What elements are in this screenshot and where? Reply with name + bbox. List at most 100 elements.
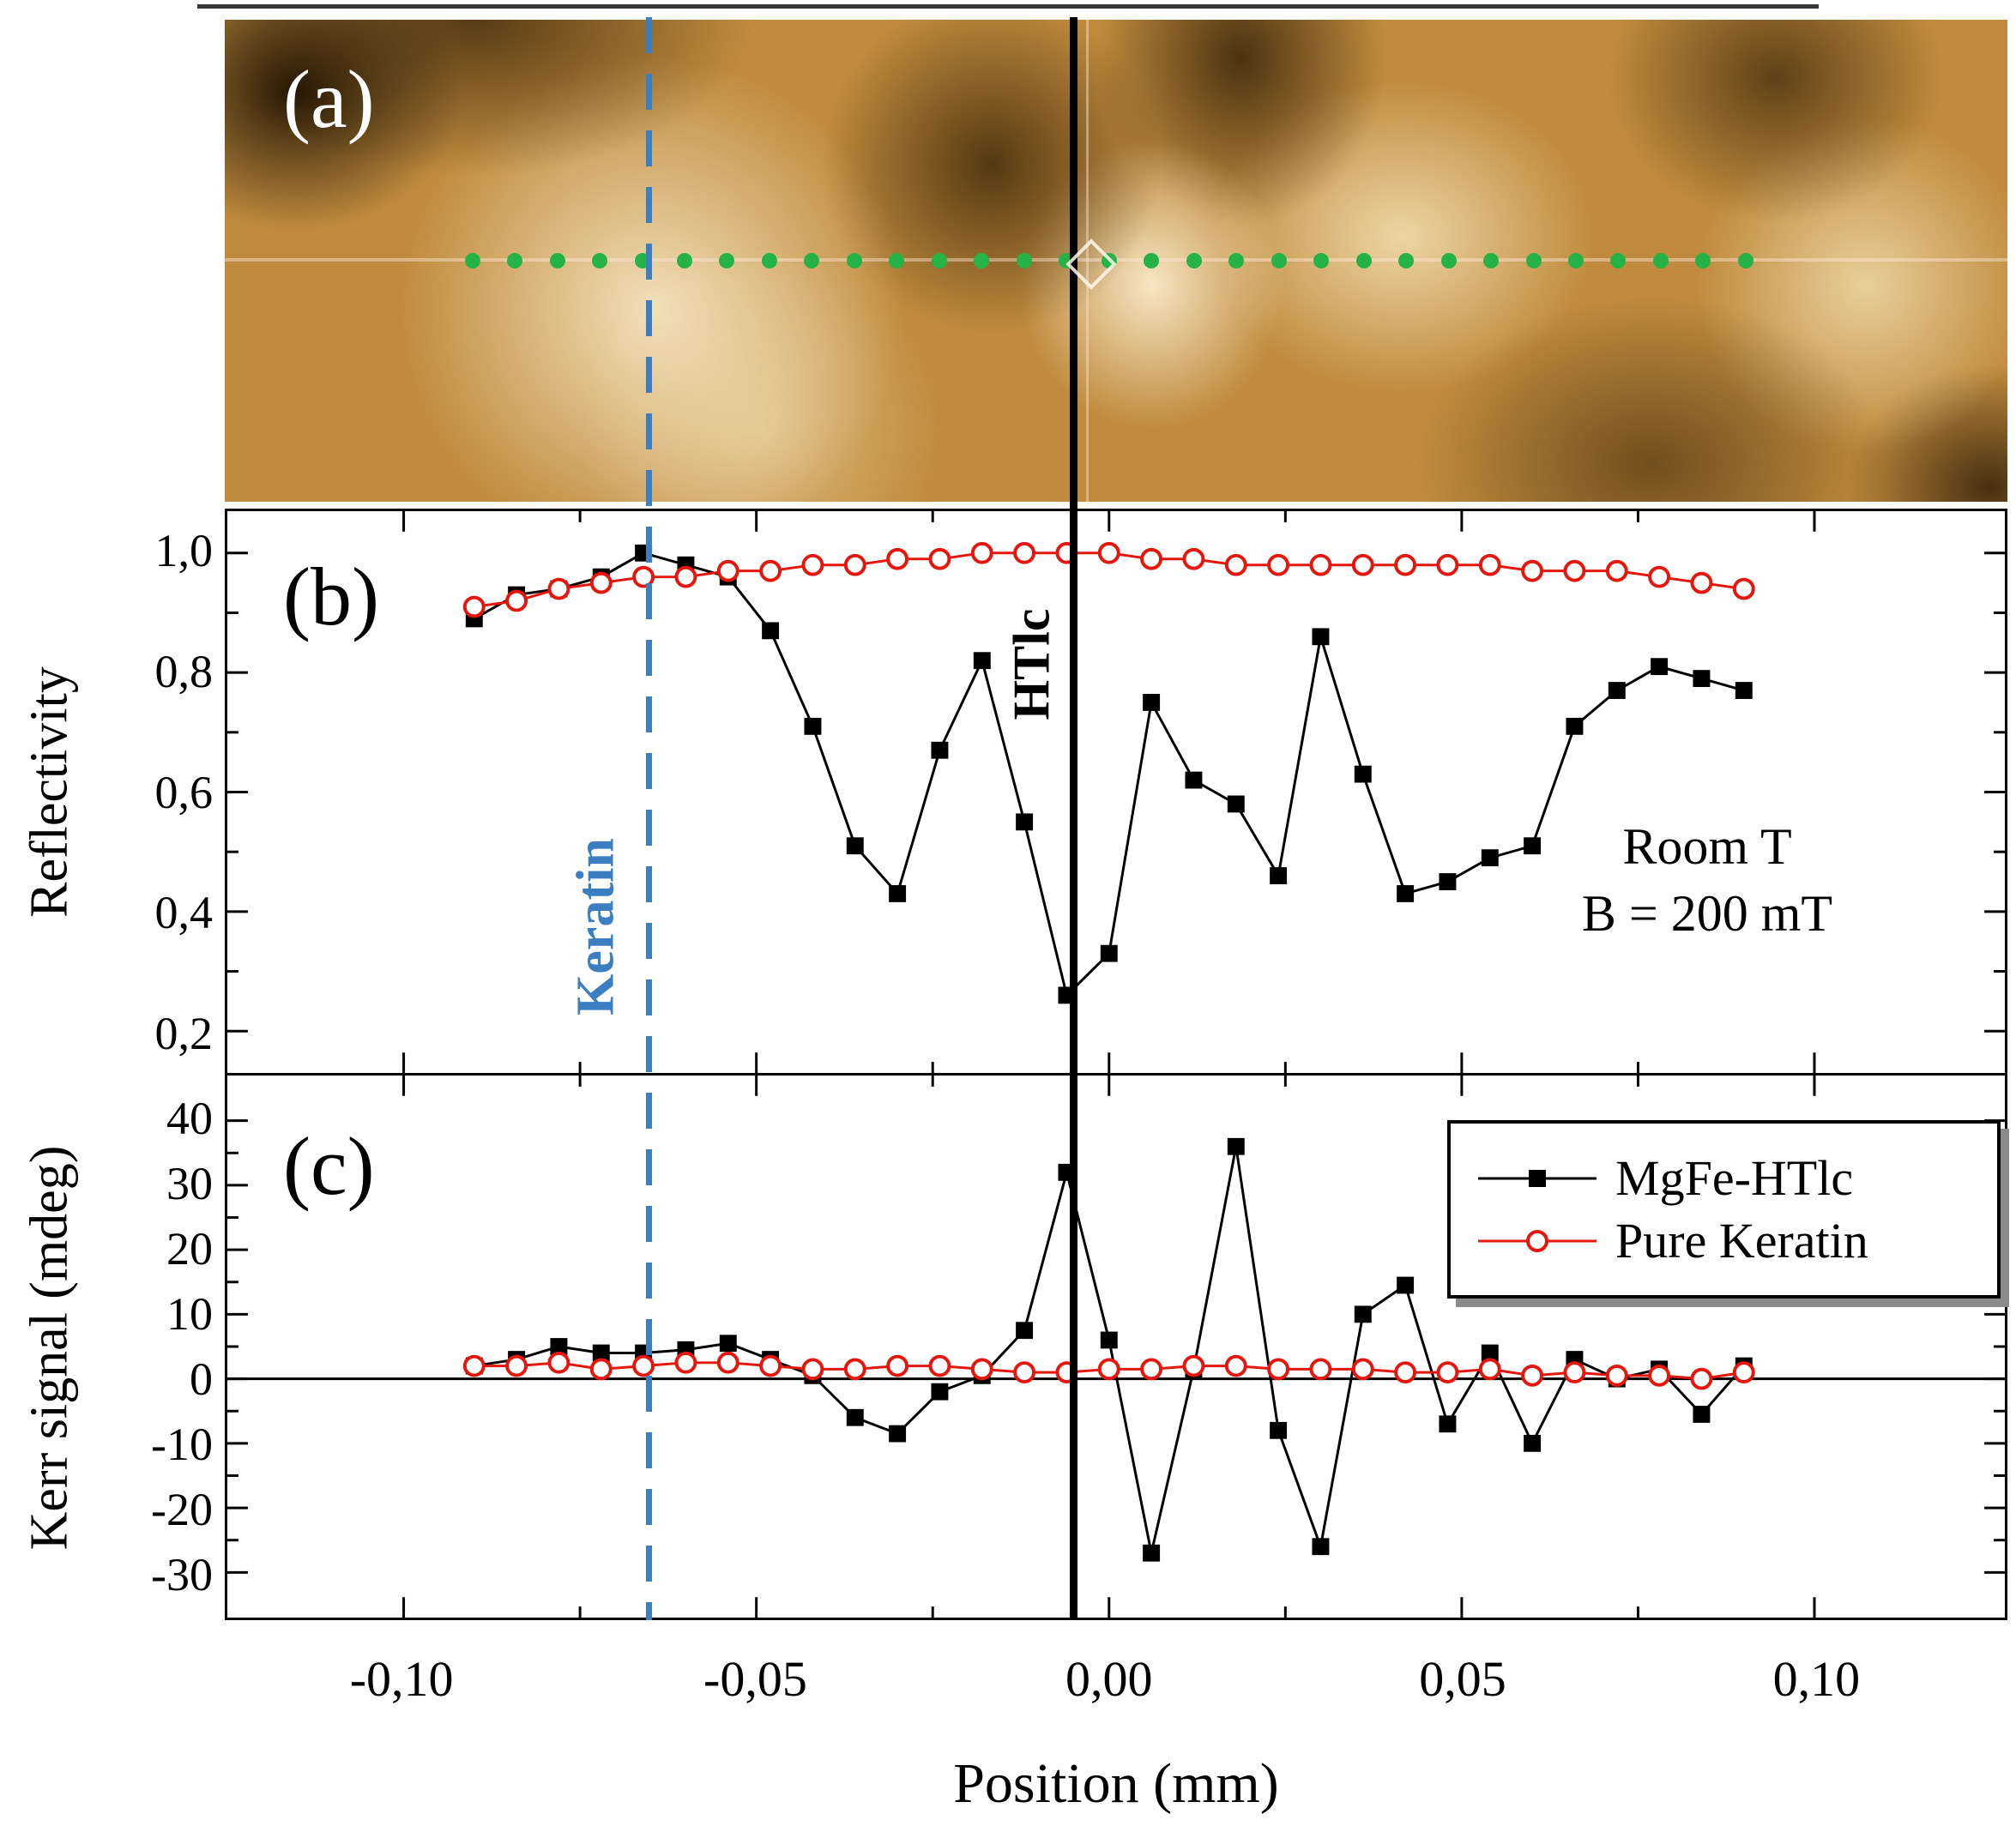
top-edge-artifact <box>197 4 1819 9</box>
data-point-circle <box>1351 1358 1374 1381</box>
keratin-position-dashed-line <box>646 17 653 1620</box>
reflectivity-axis-title: Reflectivity <box>20 666 79 918</box>
measurement-dot <box>1186 253 1202 268</box>
data-point-square <box>1143 694 1161 711</box>
data-point-circle <box>1521 559 1544 582</box>
legend-marker-sample <box>1478 1169 1597 1187</box>
legend-label: Pure Keratin <box>1615 1213 1868 1269</box>
data-point-circle <box>716 559 739 582</box>
data-point-circle <box>1478 553 1501 576</box>
data-point-square <box>762 622 780 640</box>
data-point-square <box>1016 1322 1034 1340</box>
data-point-circle <box>1478 1358 1501 1381</box>
data-point-circle <box>886 547 909 570</box>
data-point-square <box>804 717 822 735</box>
data-point-circle <box>716 1351 739 1374</box>
data-point-circle <box>1267 1358 1290 1381</box>
data-point-circle <box>1521 1364 1544 1387</box>
measurement-dot <box>1355 253 1372 268</box>
panel-a-label: (a) <box>283 53 375 145</box>
data-point-square <box>1185 771 1203 789</box>
data-point-square <box>1524 837 1542 855</box>
data-point-circle <box>1563 559 1586 582</box>
data-point-circle <box>589 571 613 594</box>
data-point-square <box>1016 813 1034 831</box>
y-tick-label: -30 <box>151 1548 213 1600</box>
y-tick-label: 0 <box>190 1353 213 1405</box>
legend-item: Pure Keratin <box>1451 1212 1997 1269</box>
data-point-circle <box>1351 553 1374 576</box>
data-point-square <box>1354 765 1372 783</box>
x-tick-label: 0,00 <box>1065 1651 1153 1707</box>
y-tick-label: -10 <box>151 1418 213 1470</box>
data-point-square <box>1143 1544 1161 1562</box>
panel-b-label: (b) <box>283 551 379 642</box>
measurement-dot <box>1737 253 1753 268</box>
data-point-circle <box>1182 547 1205 570</box>
data-point-circle <box>1309 1358 1332 1381</box>
legend-label: MgFe-HTlc <box>1615 1150 1854 1206</box>
measurement-dot <box>634 253 650 268</box>
data-point-circle <box>1436 1361 1459 1383</box>
data-point-square <box>1651 658 1669 676</box>
data-point-square <box>1397 885 1415 902</box>
data-point-circle <box>1140 547 1163 570</box>
htlc-annotation: HTlc <box>1003 608 1060 720</box>
y-tick-label: 20 <box>166 1223 213 1275</box>
x-tick-label: 0,10 <box>1772 1651 1861 1707</box>
data-point-circle <box>801 553 824 576</box>
data-point-circle <box>1648 1364 1671 1387</box>
data-point-square <box>1693 670 1711 688</box>
measurement-dot <box>719 253 735 268</box>
data-point-circle <box>1224 1354 1247 1377</box>
x-tick-label: 0,05 <box>1419 1651 1506 1707</box>
data-point-circle <box>1394 553 1417 576</box>
data-point-circle <box>1605 559 1628 582</box>
data-point-circle <box>1605 1364 1628 1387</box>
magnetic-field-text: B = 200 mT <box>1581 885 1833 942</box>
data-point-square <box>973 652 991 670</box>
room-temperature-text: Room T <box>1622 818 1792 875</box>
y-tick-label: 10 <box>166 1288 213 1341</box>
measurement-dot <box>1652 253 1669 268</box>
measurement-dot <box>846 253 862 268</box>
measurement-dot <box>931 253 947 268</box>
position-axis-title: Position (mm) <box>953 1752 1279 1815</box>
data-point-circle <box>843 553 866 576</box>
data-point-square <box>1735 682 1753 699</box>
data-point-circle <box>1690 1367 1713 1390</box>
data-point-square <box>931 741 949 759</box>
data-point-circle <box>1394 1361 1417 1383</box>
data-point-square <box>1312 1538 1330 1556</box>
legend-item: MgFe-HTlc <box>1451 1149 1997 1207</box>
data-point-square <box>592 1344 610 1362</box>
data-point-square <box>1227 1137 1245 1155</box>
data-point-square <box>550 1338 568 1355</box>
measurement-dot <box>889 253 905 268</box>
data-point-circle <box>1140 1358 1163 1381</box>
data-point-square <box>1100 1331 1118 1349</box>
data-point-circle <box>759 559 782 582</box>
measurement-dot <box>549 253 565 268</box>
data-point-circle <box>1097 541 1120 564</box>
kerr-axis-title: Kerr signal (mdeg) <box>20 1145 79 1551</box>
data-point-square <box>889 885 907 902</box>
measurement-dot <box>1610 253 1627 268</box>
legend-square-marker <box>1529 1169 1546 1187</box>
data-point-circle <box>759 1354 782 1377</box>
measurement-dot <box>1313 253 1330 268</box>
data-point-circle <box>1732 577 1755 600</box>
data-point-square <box>846 837 864 855</box>
data-point-square <box>1312 628 1330 646</box>
data-point-square <box>1270 1421 1288 1439</box>
data-point-circle <box>1732 1361 1755 1383</box>
x-tick-label: -0,05 <box>703 1651 807 1707</box>
data-point-square <box>846 1408 864 1426</box>
data-point-circle <box>505 1354 528 1377</box>
legend-marker-sample <box>1478 1229 1597 1252</box>
data-point-circle <box>801 1358 824 1381</box>
y-tick-label: 40 <box>166 1093 213 1145</box>
data-point-square <box>1227 795 1245 813</box>
data-point-square <box>1524 1434 1542 1452</box>
